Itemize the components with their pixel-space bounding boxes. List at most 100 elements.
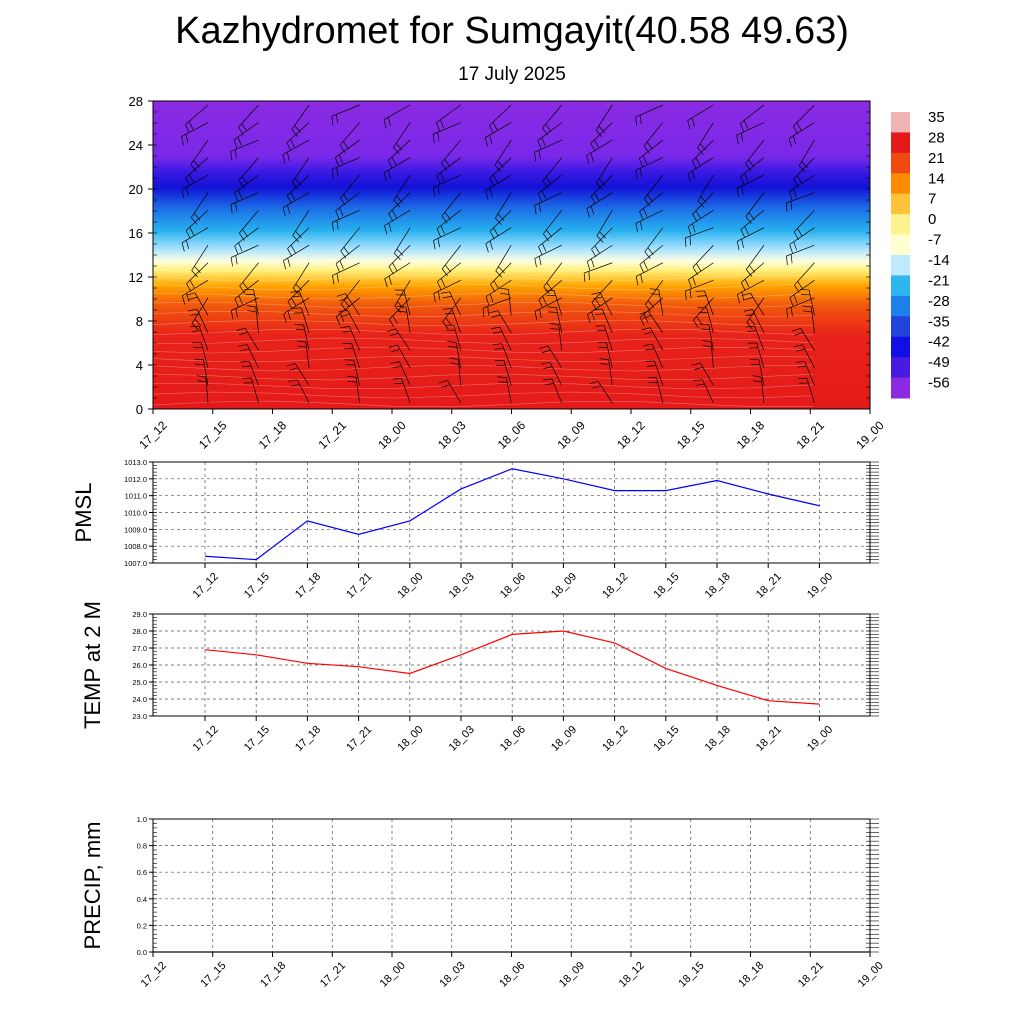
wind-barb — [340, 326, 360, 351]
wind-barb — [692, 244, 714, 275]
x-tick-label: 18_06 — [498, 724, 528, 754]
wind-barb — [797, 377, 815, 404]
wind-barb — [639, 192, 664, 220]
wind-barb — [339, 122, 360, 153]
wind-barb — [393, 174, 411, 208]
wind-barb — [597, 341, 613, 369]
wind-barb — [394, 280, 411, 313]
x-tick-label: 18_09 — [549, 724, 579, 754]
wind-barb — [590, 122, 613, 152]
wind-barb — [638, 139, 664, 167]
wind-barb — [740, 209, 765, 238]
isoline — [152, 373, 814, 381]
wind-barb — [283, 244, 310, 270]
y-tick-label: 0.0 — [137, 948, 147, 957]
wind-barb — [433, 279, 461, 303]
wind-barb — [392, 378, 411, 404]
wind-barb — [389, 297, 411, 328]
colorbar-label: 0 — [928, 211, 936, 228]
wind-barb — [595, 325, 613, 351]
wind-barb — [747, 342, 765, 369]
wind-barb — [745, 192, 765, 224]
wind-barb — [539, 345, 563, 369]
y-tick-label: 1.0 — [137, 815, 147, 824]
wind-barb — [488, 104, 512, 134]
x-tick-label: 18_15 — [651, 724, 681, 754]
y-tick-label: 1008.0 — [124, 542, 147, 551]
isoline — [152, 346, 814, 354]
colorbar-label: -21 — [928, 272, 950, 289]
wind-barb — [185, 104, 209, 133]
wind-barb — [441, 245, 461, 277]
series-line — [204, 630, 820, 705]
wind-barb — [244, 288, 259, 316]
wind-barb — [347, 375, 360, 404]
x-tick-label: 18_21 — [796, 960, 826, 990]
y-tick-label: 24 — [129, 138, 143, 153]
wind-barb — [583, 262, 613, 283]
colorbar-swatch — [891, 255, 910, 276]
y-tick-label: 24.0 — [132, 695, 147, 704]
colorbar-swatch — [891, 377, 910, 399]
y-axis-label: TEMP at 2 M — [80, 601, 105, 729]
y-tick-label: 27.0 — [132, 644, 147, 653]
colorbar-label: -56 — [928, 375, 950, 392]
y-tick-label: 1010.0 — [124, 509, 147, 518]
wind-barb — [388, 244, 411, 275]
precip-panel: 0.0 0.2 0.4 0.6 0.8 1.0 17_12 17_15 17_18 17_21 18… — [80, 815, 886, 990]
wind-barb — [181, 279, 209, 305]
x-tick-label: 18_18 — [736, 960, 766, 990]
wind-barb — [644, 174, 664, 207]
wind-barb — [234, 280, 259, 308]
isoline — [152, 400, 814, 408]
wind-barb — [549, 323, 563, 351]
wind-barb — [432, 122, 461, 144]
wind-barb — [649, 288, 664, 316]
x-tick-label: 17_21 — [318, 960, 348, 990]
wind-barb — [388, 192, 411, 222]
wind-barb — [495, 360, 512, 386]
colorbar-label: 35 — [928, 109, 945, 126]
wind-barb — [393, 122, 411, 155]
x-tick-label: 18_09 — [549, 571, 579, 601]
wind-barb — [387, 139, 411, 169]
wind-barb — [335, 297, 360, 326]
x-tick-label: 17_18 — [256, 418, 290, 452]
x-tick-label: 18_06 — [497, 960, 527, 990]
wind-barb — [384, 209, 411, 235]
wind-barb — [699, 323, 714, 351]
wind-barb — [340, 280, 360, 312]
y-tick-label: 8 — [136, 314, 143, 329]
wind-barb — [685, 279, 714, 301]
colorbar-swatch — [891, 132, 910, 154]
wind-barb — [236, 327, 259, 351]
wind-barb — [538, 280, 562, 308]
wind-barb — [242, 377, 259, 404]
x-tick-label: 18_06 — [498, 571, 528, 601]
wind-barb — [331, 157, 360, 179]
isoline — [152, 310, 814, 318]
x-tick-label: 17_12 — [191, 724, 221, 754]
wind-barb — [537, 122, 562, 150]
x-tick-label: 17_15 — [196, 418, 230, 452]
wind-barb — [741, 292, 765, 316]
wind-barb — [687, 104, 714, 130]
wind-barb — [436, 157, 461, 185]
wind-barb — [785, 192, 815, 212]
y-tick-label: 23.0 — [132, 712, 147, 721]
y-axis-label: PMSL — [71, 483, 96, 543]
pmsl-panel: 1007.0 1008.0 1009.0 1010.0 1011.0 1012.0 1013… — [71, 458, 879, 601]
x-tick-label: 18_03 — [437, 960, 467, 990]
colorbar-swatch — [891, 234, 910, 256]
wind-barb — [635, 209, 663, 233]
wind-barb — [181, 122, 209, 146]
wind-barb — [340, 174, 360, 206]
x-tick-label: 17_21 — [344, 724, 374, 754]
x-tick-label: 18_09 — [557, 960, 587, 990]
x-tick-label: 18_03 — [435, 418, 469, 452]
wind-barb — [740, 157, 765, 185]
wind-barb — [335, 244, 360, 273]
wind-barb — [286, 363, 310, 386]
x-tick-label: 19_00 — [853, 418, 887, 452]
y-axis-label: PRECIP, mm — [80, 822, 105, 950]
